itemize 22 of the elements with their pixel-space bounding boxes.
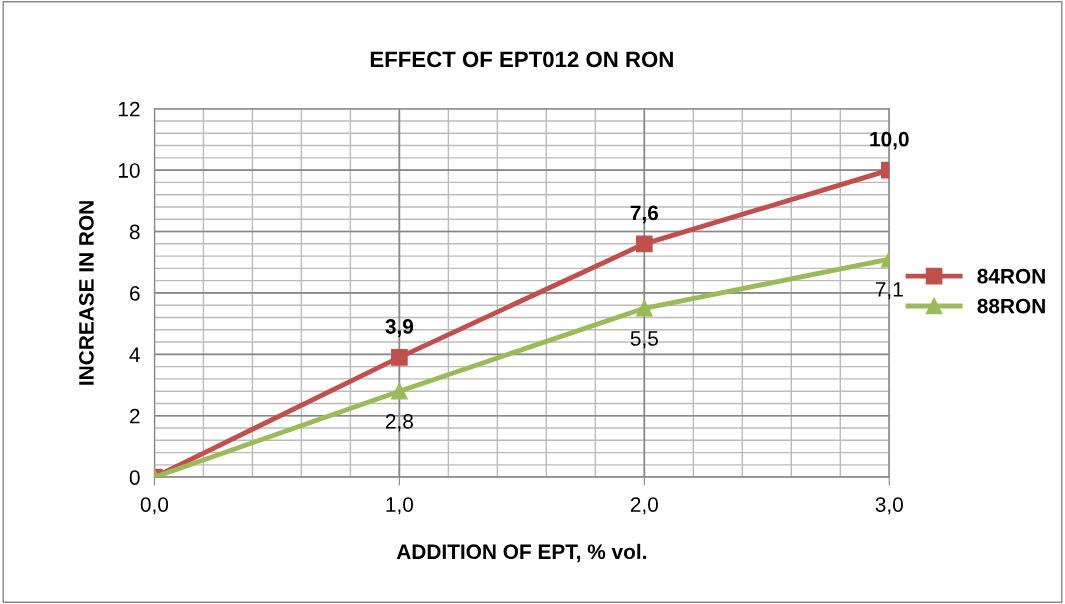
legend-label: 88RON	[977, 298, 1045, 314]
data-label: 7,1	[875, 282, 903, 300]
data-label: 2,8	[385, 413, 413, 432]
x-tick-label: 0,0	[140, 497, 169, 515]
y-tick-label: 10	[118, 163, 140, 178]
legend-label: 84RON	[977, 268, 1045, 284]
data-label: 7,6	[630, 205, 659, 224]
data-label: 5,5	[630, 331, 658, 349]
y-axis-title: INCREASE IN RON	[79, 201, 94, 385]
y-tick-label: 0	[129, 470, 140, 485]
y-tick-label: 8	[129, 224, 140, 240]
chart-title: EFFECT OF EPT012 ON RON	[370, 51, 673, 68]
y-tick-label: 2	[130, 408, 140, 424]
x-tick-label: 3,0	[875, 497, 903, 515]
x-tick-label: 1,0	[386, 497, 414, 515]
data-label: 10,0	[870, 131, 909, 150]
x-tick-label: 2,0	[630, 497, 658, 515]
data-label: 3,9	[385, 319, 414, 337]
y-tick-label: 12	[118, 101, 140, 117]
y-tick-label: 4	[129, 347, 140, 362]
x-axis-title: ADDITION OF EPT, % vol.	[396, 543, 647, 563]
y-tick-label: 6	[130, 285, 140, 301]
